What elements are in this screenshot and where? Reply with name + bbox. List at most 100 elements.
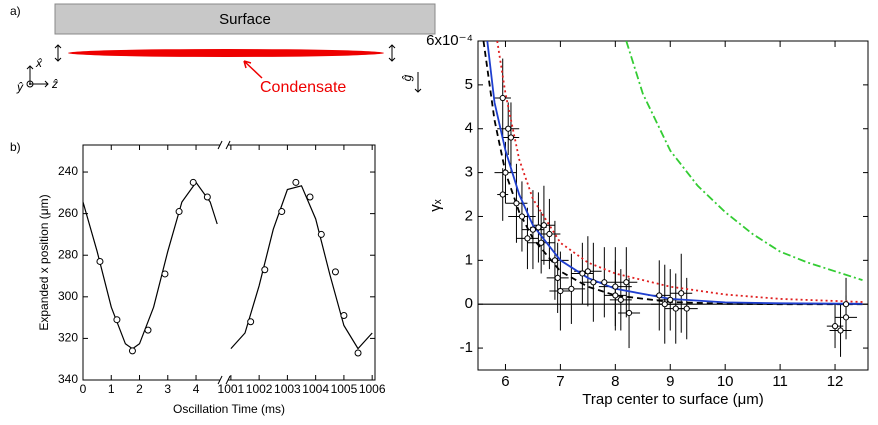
surface-label: Surface: [219, 11, 271, 28]
data-point: [568, 285, 575, 292]
axis-break: [217, 140, 223, 150]
data-point: [292, 178, 300, 186]
distance-arrows: [26, 44, 422, 93]
model-curve: [486, 41, 863, 305]
data-point: [306, 193, 314, 201]
data-point: [625, 309, 633, 317]
data-point: [538, 239, 545, 246]
y-tick-label: 2: [465, 207, 473, 224]
data-point: [601, 279, 608, 286]
data-point: [247, 318, 255, 326]
condensate: [68, 49, 384, 57]
data-point: [831, 323, 839, 330]
data-point: [175, 208, 183, 216]
plot-frame: [82, 144, 376, 381]
panel-label: a): [10, 4, 21, 18]
data-point: [113, 316, 121, 324]
data-point: [842, 301, 850, 308]
data-point: [551, 257, 559, 264]
data-point: [331, 268, 339, 276]
y-tick-label: 5: [465, 76, 473, 93]
data-point: [499, 94, 506, 102]
fit-curve: [82, 181, 218, 350]
data-point: [612, 292, 619, 299]
x-tick-label: 1004: [302, 382, 329, 396]
data-point: [661, 301, 668, 308]
data-point: [189, 178, 197, 186]
data-point: [144, 326, 152, 334]
data-point: [667, 296, 674, 303]
y-tick-label: 3: [465, 164, 473, 181]
condensate-arrow: [243, 60, 263, 79]
data-point: [584, 268, 591, 275]
data-point: [617, 296, 624, 303]
data-point: [96, 257, 104, 265]
x-tick-label: 1006: [359, 382, 386, 396]
data-point: [842, 314, 850, 321]
data-point: [317, 230, 325, 238]
y-tick-label: 6x10⁻⁴: [426, 32, 473, 49]
data-point: [507, 134, 515, 141]
panel-label: b): [10, 140, 21, 154]
gravity-symbol: ĝ: [400, 74, 414, 81]
model-curve: [482, 41, 863, 306]
data-point: [513, 200, 520, 207]
y-tick-label: -1: [460, 339, 473, 356]
y-tick-label: 4: [465, 120, 473, 137]
x-tick-label: 11: [772, 373, 788, 390]
model-curve: [625, 41, 863, 281]
axis-z-symbol: ẑ: [51, 77, 58, 91]
data-point: [499, 191, 506, 198]
axis-break: [225, 140, 231, 150]
x-tick-label: 1: [108, 382, 115, 396]
x-tick-label: 8: [611, 373, 619, 390]
x-tick-label: 10: [717, 373, 734, 390]
x-tick-label: 12: [827, 373, 844, 390]
y-axis-dot: [26, 80, 34, 88]
data-point: [529, 226, 537, 233]
y-axis-dot-center: [29, 83, 31, 85]
plot-frame: [477, 40, 869, 371]
data-point: [354, 349, 362, 357]
condensate-label: Condensate: [260, 79, 346, 96]
axis-y-symbol: ŷ: [16, 80, 24, 94]
y-axis-label: γₓ: [427, 199, 444, 212]
x-tick-label: 7: [556, 373, 564, 390]
data-point: [678, 290, 685, 297]
data-point: [161, 270, 169, 278]
data-point: [579, 270, 586, 277]
y-tick-label: 260: [58, 206, 78, 220]
x-tick-label: 1001: [218, 382, 245, 396]
y-tick-label: 1: [465, 251, 473, 268]
data-point: [656, 292, 663, 299]
y-axis-label: Expanded x position (μm): [37, 194, 51, 330]
surface: [54, 3, 436, 35]
axis-break-gap: [220, 143, 229, 147]
x-tick-label: 4: [193, 382, 200, 396]
data-point: [672, 305, 679, 312]
y-tick-label: 300: [58, 289, 78, 303]
data-point: [623, 279, 630, 286]
data-point: [524, 235, 531, 242]
data-point: [557, 287, 564, 295]
y-tick-label: 340: [58, 372, 78, 386]
data-point: [535, 224, 542, 231]
data-point: [518, 213, 526, 220]
axis-x-symbol: x̂: [35, 56, 43, 70]
y-tick-label: 0: [465, 295, 473, 312]
data-point: [340, 312, 348, 320]
data-point: [502, 169, 509, 176]
data-point: [612, 283, 619, 290]
data-point: [278, 208, 286, 216]
x-tick-label: 3: [164, 382, 171, 396]
axis-break-gap: [220, 378, 229, 382]
axis-break: [217, 375, 223, 385]
data-point: [540, 222, 548, 229]
axis-break: [225, 375, 231, 385]
data-point: [203, 193, 211, 201]
x-tick-label: 6: [501, 373, 509, 390]
data-point: [128, 347, 136, 355]
x-tick-label: 9: [666, 373, 674, 390]
data-point: [683, 305, 690, 312]
